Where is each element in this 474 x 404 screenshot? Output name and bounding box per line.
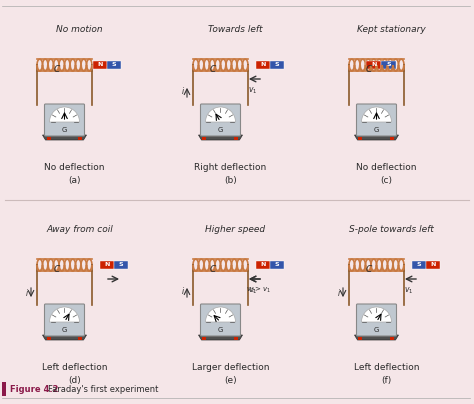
Text: $v_2 > v_1$: $v_2 > v_1$ <box>246 285 270 295</box>
Text: Left deflection: Left deflection <box>354 364 419 372</box>
Polygon shape <box>43 335 86 340</box>
Text: No motion: No motion <box>56 25 103 34</box>
Text: (a): (a) <box>68 177 81 185</box>
Text: $v_1$: $v_1$ <box>248 85 258 95</box>
Text: N: N <box>371 63 377 67</box>
Text: i: i <box>182 88 184 97</box>
Bar <box>270 261 284 269</box>
Text: Kept stationary: Kept stationary <box>357 25 426 34</box>
Bar <box>79 337 82 340</box>
Bar <box>256 61 270 69</box>
Text: N: N <box>104 263 109 267</box>
Text: Right deflection: Right deflection <box>194 164 266 173</box>
Wedge shape <box>49 107 80 122</box>
FancyBboxPatch shape <box>201 104 240 136</box>
FancyBboxPatch shape <box>356 104 396 136</box>
Text: (c): (c) <box>381 177 392 185</box>
Text: S: S <box>417 263 421 267</box>
Text: $v_1$: $v_1$ <box>404 285 414 295</box>
Text: C: C <box>54 65 60 74</box>
Text: G: G <box>62 127 67 133</box>
Text: Towards left: Towards left <box>208 25 263 34</box>
Text: N: N <box>260 263 266 267</box>
Wedge shape <box>362 107 392 122</box>
Text: C: C <box>210 65 216 74</box>
FancyBboxPatch shape <box>356 304 396 336</box>
Text: No deflection: No deflection <box>356 164 417 173</box>
Text: C: C <box>365 265 372 274</box>
Wedge shape <box>206 107 236 122</box>
Polygon shape <box>43 135 86 140</box>
Text: Left deflection: Left deflection <box>42 364 107 372</box>
Text: i: i <box>182 288 184 297</box>
Text: G: G <box>62 327 67 333</box>
Bar <box>256 261 270 269</box>
Text: (f): (f) <box>382 377 392 385</box>
Text: S: S <box>387 63 392 67</box>
Bar <box>391 337 394 340</box>
Text: S: S <box>118 263 123 267</box>
Bar <box>202 337 207 340</box>
FancyBboxPatch shape <box>201 304 240 336</box>
Text: N: N <box>97 63 103 67</box>
Bar <box>235 137 238 140</box>
Text: Higher speed: Higher speed <box>205 225 265 234</box>
Polygon shape <box>199 335 243 340</box>
Wedge shape <box>49 307 80 322</box>
Bar <box>270 61 284 69</box>
Text: G: G <box>374 327 379 333</box>
Text: C: C <box>210 265 216 274</box>
Text: (e): (e) <box>224 377 237 385</box>
Text: (b): (b) <box>224 177 237 185</box>
Text: C: C <box>54 265 60 274</box>
Text: No deflection: No deflection <box>44 164 105 173</box>
Text: i: i <box>26 288 28 297</box>
Bar <box>93 61 107 69</box>
Text: C: C <box>365 65 372 74</box>
Bar <box>366 61 382 69</box>
Polygon shape <box>355 335 399 340</box>
Wedge shape <box>206 307 236 322</box>
Text: S: S <box>275 63 279 67</box>
Bar <box>100 261 114 269</box>
Bar <box>114 261 128 269</box>
Bar <box>358 137 363 140</box>
Wedge shape <box>362 307 392 322</box>
Text: Figure 4.2: Figure 4.2 <box>10 385 64 393</box>
Text: S: S <box>112 63 116 67</box>
Text: (d): (d) <box>68 377 81 385</box>
Text: i: i <box>338 288 340 297</box>
Bar <box>391 137 394 140</box>
Text: Faraday's first experiment: Faraday's first experiment <box>48 385 158 393</box>
Text: N: N <box>430 263 436 267</box>
Bar <box>79 137 82 140</box>
Bar <box>107 61 121 69</box>
Bar <box>202 137 207 140</box>
Text: G: G <box>374 127 379 133</box>
Bar <box>382 61 396 69</box>
Text: $v_1$: $v_1$ <box>248 285 258 295</box>
Bar <box>235 337 238 340</box>
Text: S: S <box>275 263 279 267</box>
Text: Larger deflection: Larger deflection <box>192 364 269 372</box>
Bar <box>412 261 426 269</box>
Text: G: G <box>218 327 223 333</box>
Bar <box>46 337 51 340</box>
FancyBboxPatch shape <box>45 104 84 136</box>
Text: N: N <box>260 63 266 67</box>
FancyBboxPatch shape <box>45 304 84 336</box>
Text: S-pole towards left: S-pole towards left <box>349 225 434 234</box>
Text: Away from coil: Away from coil <box>46 225 113 234</box>
Bar <box>46 137 51 140</box>
Bar <box>358 337 363 340</box>
Polygon shape <box>199 135 243 140</box>
Polygon shape <box>355 135 399 140</box>
Text: G: G <box>218 127 223 133</box>
Bar <box>2 382 6 396</box>
Bar <box>426 261 440 269</box>
